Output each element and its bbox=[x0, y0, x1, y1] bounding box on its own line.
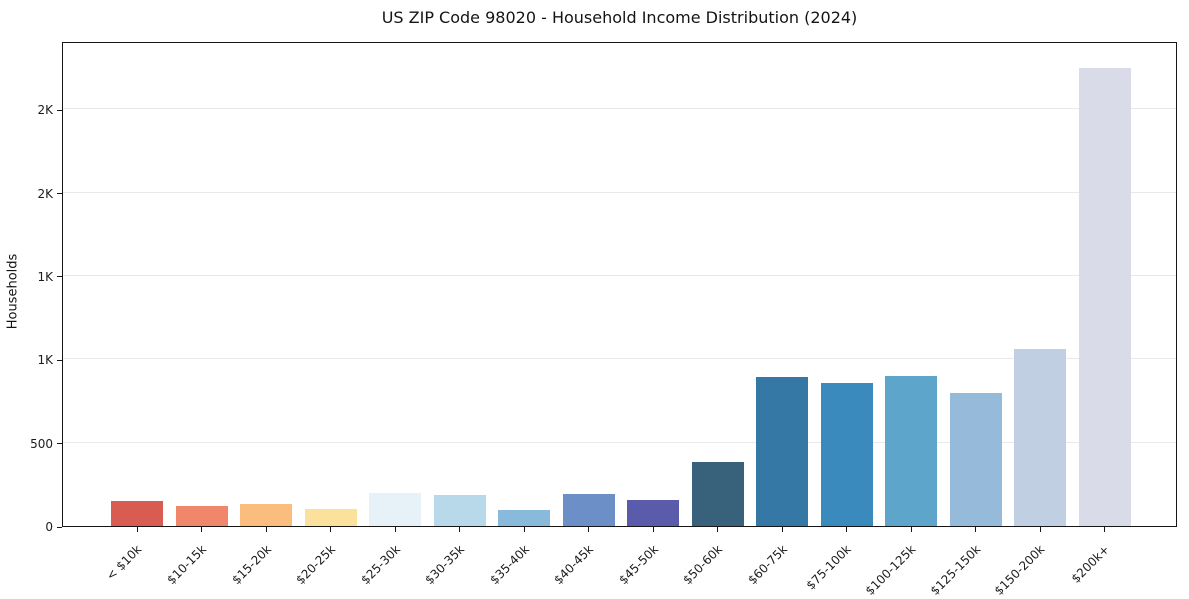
x-tick-mark bbox=[1104, 527, 1105, 532]
x-tick-mark bbox=[588, 527, 589, 532]
chart-title: US ZIP Code 98020 - Household Income Dis… bbox=[381, 8, 858, 27]
x-tick-label: $125-150k bbox=[927, 542, 984, 598]
x-tick-label: $150-200k bbox=[991, 542, 1048, 598]
x-tick-label: $35-40k bbox=[486, 542, 532, 588]
gridline bbox=[63, 108, 1176, 110]
bar-$75-100k bbox=[820, 382, 873, 526]
x-tick-label: $10-15k bbox=[164, 542, 210, 588]
x-tick-mark bbox=[136, 527, 138, 532]
bar-$20-25k bbox=[304, 508, 357, 526]
bar-$45-50k bbox=[627, 500, 679, 526]
x-tick-mark bbox=[652, 527, 654, 532]
x-tick-label: $30-35k bbox=[422, 542, 468, 588]
x-tick-mark bbox=[717, 527, 718, 532]
bar-$100-125k bbox=[885, 375, 937, 526]
y-tick-label: 1K bbox=[37, 269, 53, 284]
bar-$60-75k bbox=[756, 376, 808, 526]
plot-area bbox=[62, 42, 1177, 527]
x-tick-label: $100-125k bbox=[862, 542, 919, 598]
bar-< $10k bbox=[111, 501, 163, 526]
x-tick-label: $45-50k bbox=[615, 542, 661, 588]
gridline bbox=[63, 274, 1176, 276]
bar-$125-150k bbox=[949, 392, 1002, 526]
y-tick-mark bbox=[57, 276, 62, 278]
bar-$40-45k bbox=[562, 493, 615, 526]
x-tick-label: $40-45k bbox=[551, 542, 597, 588]
x-tick-mark bbox=[781, 527, 783, 532]
x-tick-label: $25-30k bbox=[357, 542, 403, 588]
gridline bbox=[63, 191, 1176, 193]
y-tick-label: 0 bbox=[45, 520, 53, 534]
x-tick-mark bbox=[1039, 527, 1041, 532]
bar-$50-60k bbox=[691, 461, 744, 526]
bar-$200k+ bbox=[1078, 67, 1131, 526]
x-tick-label: $20-25k bbox=[293, 542, 339, 588]
gridline bbox=[63, 441, 1176, 443]
gridline bbox=[63, 358, 1176, 360]
x-tick-mark bbox=[201, 527, 202, 532]
x-tick-mark bbox=[330, 527, 331, 532]
y-tick-label: 2K bbox=[37, 186, 53, 201]
x-tick-label: $75-100k bbox=[803, 542, 855, 593]
x-tick-label: $60-75k bbox=[744, 542, 790, 588]
y-tick-mark bbox=[57, 526, 62, 528]
x-tick-label: $50-60k bbox=[680, 542, 726, 588]
y-tick-mark bbox=[57, 193, 62, 195]
y-tick-label: 1K bbox=[37, 353, 53, 368]
x-tick-mark bbox=[459, 527, 460, 532]
x-tick-label: $200k+ bbox=[1068, 542, 1113, 586]
y-tick-mark bbox=[57, 443, 62, 445]
bar-$150-200k bbox=[1014, 349, 1066, 526]
bar-$10-15k bbox=[175, 506, 228, 526]
bar-$35-40k bbox=[498, 510, 550, 526]
y-tick-mark bbox=[57, 359, 62, 361]
x-tick-mark bbox=[394, 527, 396, 532]
x-tick-mark bbox=[975, 527, 976, 532]
y-tick-label: 500 bbox=[30, 436, 53, 451]
x-tick-mark bbox=[846, 527, 847, 532]
y-tick-mark bbox=[57, 109, 62, 111]
x-tick-label: < $10k bbox=[103, 542, 145, 584]
bar-$15-20k bbox=[240, 503, 292, 526]
x-tick-mark bbox=[910, 527, 912, 532]
x-tick-mark bbox=[265, 527, 267, 532]
x-tick-mark bbox=[523, 527, 525, 532]
y-tick-label: 2K bbox=[37, 103, 53, 118]
x-tick-label: $15-20k bbox=[228, 542, 274, 588]
bar-$30-35k bbox=[433, 495, 486, 526]
y-axis-title: Households bbox=[5, 253, 21, 330]
bar-$25-30k bbox=[369, 492, 421, 526]
